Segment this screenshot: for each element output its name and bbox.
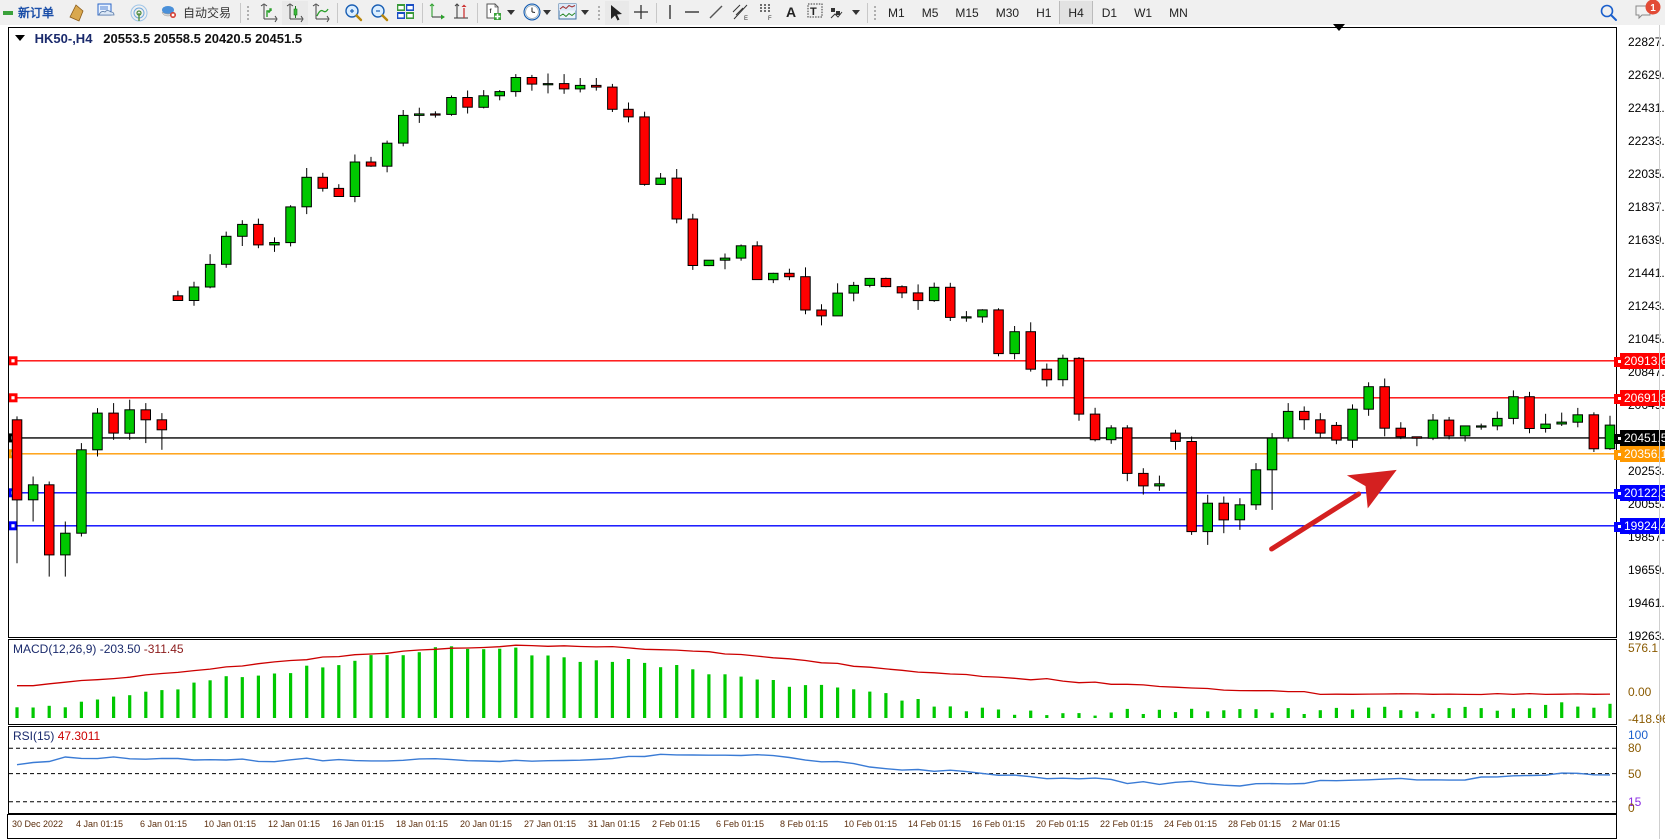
svg-text:E: E [744,16,748,22]
svg-text:F: F [768,16,772,22]
svg-text:T: T [810,6,817,18]
svg-text:1: 1 [1650,3,1656,14]
svg-text:A: A [786,4,796,20]
